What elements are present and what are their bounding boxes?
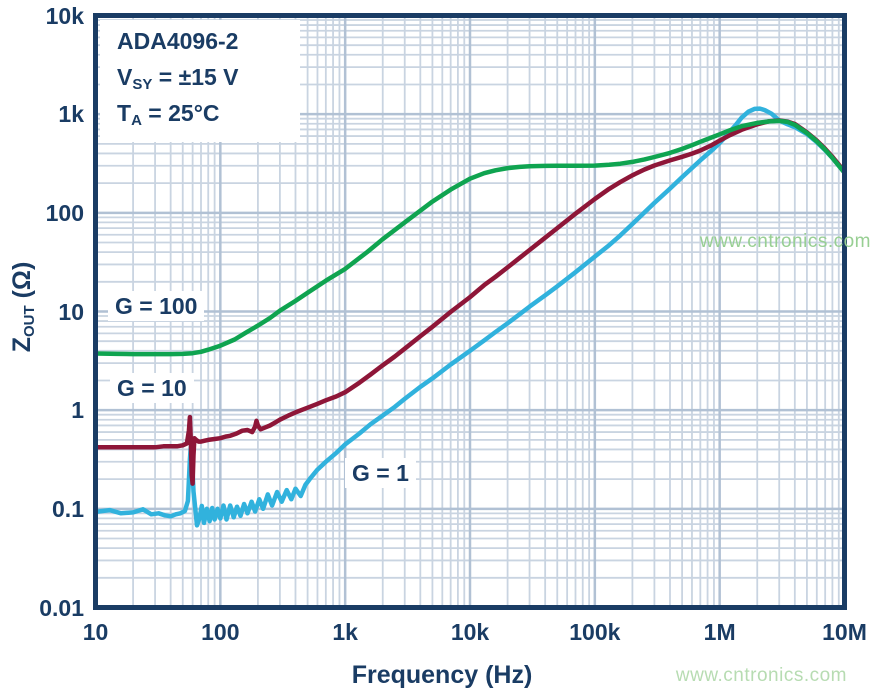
- x-tick-label-10M: 10M: [822, 619, 867, 645]
- y-tick-label-0.01: 0.01: [39, 594, 84, 621]
- x-tick-label-1k: 1k: [332, 619, 358, 645]
- y-tick-label-0.1: 0.1: [52, 495, 84, 522]
- x-tick-label-100k: 100k: [569, 619, 621, 645]
- x-axis-title: Frequency (Hz): [351, 661, 533, 689]
- x-tick-label-1M: 1M: [703, 619, 736, 645]
- annotation-line-part-number: ADA4096-2: [117, 28, 239, 54]
- curve-label-g100: G = 100: [108, 291, 205, 321]
- y-tick-label-10: 10: [58, 298, 84, 325]
- watermark-bottom: www.cntronics.com: [675, 665, 847, 686]
- plot-border: [93, 13, 847, 610]
- x-tick-label-100: 100: [201, 619, 240, 645]
- curve-label-g1: G = 1: [345, 458, 416, 488]
- y-tick-label-1: 1: [71, 397, 84, 424]
- conditions-annotation-box: ADA4096-2 VSY = ±15 V TA = 25°C: [100, 20, 300, 142]
- curve-g=100: [93, 118, 847, 357]
- y-tick-label-10k: 10k: [45, 2, 84, 29]
- y-tick-label-100: 100: [45, 199, 84, 226]
- y-tick-label-1k: 1k: [58, 101, 84, 128]
- x-tick-label-10k: 10k: [450, 619, 490, 645]
- annotation-line-supply-voltage: VSY = ±15 V: [117, 64, 239, 93]
- y-axis-title: ZOUT (Ω): [8, 261, 38, 353]
- curve-label-g10: G = 10: [110, 373, 194, 403]
- annotation-line-temperature: TA = 25°C: [117, 100, 220, 129]
- watermark-middle: www.cntronics.com: [699, 231, 871, 252]
- x-tick-label-10: 10: [82, 619, 109, 645]
- curve-g=10: [93, 118, 847, 486]
